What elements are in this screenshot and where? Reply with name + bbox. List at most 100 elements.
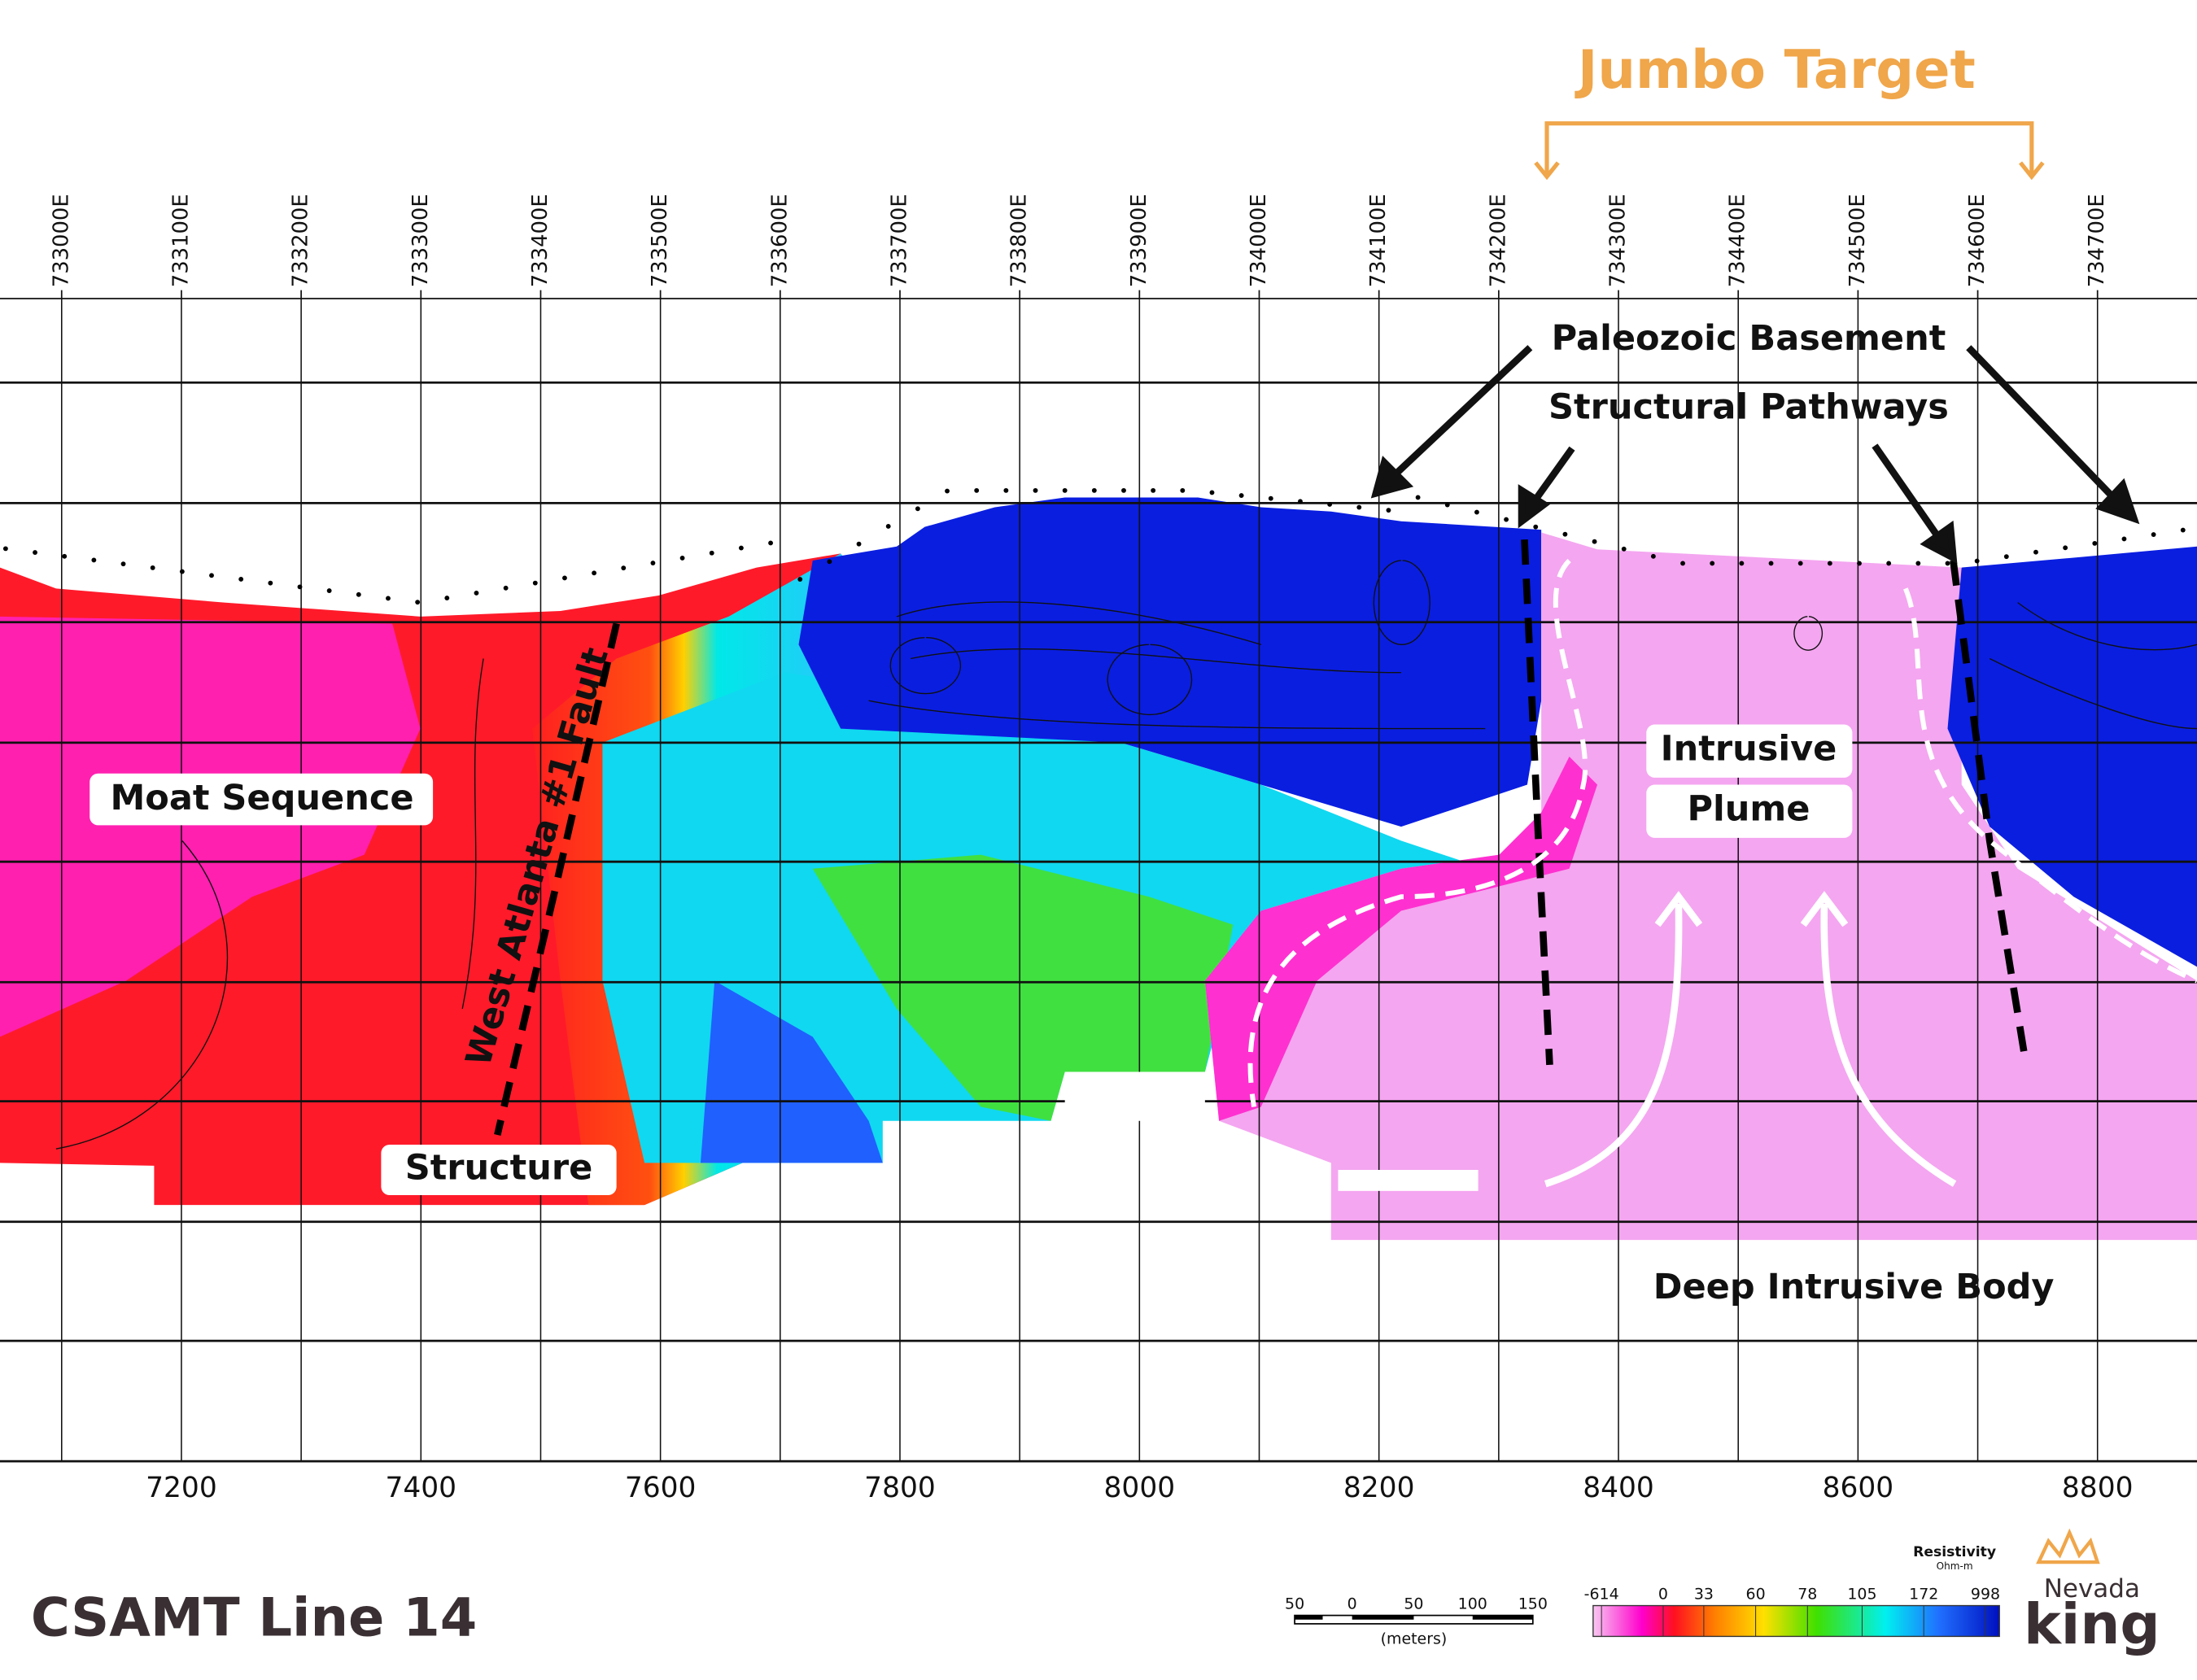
surface-dot [885,524,891,529]
surface-dot [2092,540,2098,546]
legend-tick-label: 60 [1746,1585,1766,1603]
boundary [1903,587,2197,984]
easting-label: 733500E [648,194,672,287]
surface-dot [1739,561,1745,566]
surface-dot [1062,487,1068,493]
distance-label: 7400 [385,1472,456,1504]
surface-dot [1238,493,1244,499]
surface-dot [179,569,185,574]
scale-bar: (meters) 50 0 50 100 150 [1285,1595,1548,1647]
distance-label: 8600 [1823,1472,1894,1504]
distance-label: 7200 [146,1472,217,1504]
surface-dot [2033,549,2038,555]
surface-dot [2063,545,2068,551]
surface-dot [1621,546,1627,552]
surface-dot [915,506,920,512]
easting-label: 733200E [289,194,313,287]
moat-magenta [0,616,421,1037]
legend-tick-label: 105 [1847,1585,1876,1603]
easting-label: 733600E [767,194,792,287]
surface-dot [827,559,832,565]
label-box [1646,784,1853,838]
label-box [381,1145,617,1196]
surface-dot [1504,517,1509,522]
easting-label: 733900E [1127,194,1151,287]
target-title: Jumbo Target [1575,39,1976,101]
scale-unit: (meters) [1381,1630,1448,1647]
contour [55,560,2197,1150]
label-box [90,773,434,826]
surface-dot [1268,495,1273,501]
annotation: Structural Pathways [1548,387,1949,428]
surface-dot [945,488,950,494]
surface-dot [356,591,361,597]
boundaries [1247,558,2197,1108]
surface-dot [1680,561,1685,566]
surface-dot [1415,495,1421,500]
pointer-head [1370,456,1414,499]
surface-dot [474,590,479,596]
surface-dot [1091,487,1097,493]
surface-dot [1886,561,1892,566]
deep-blue [700,980,883,1163]
fault-line [1950,560,2030,1066]
blank [1338,1170,1478,1191]
pointer [1872,443,1948,549]
surface-dot [738,545,744,551]
surface-dot [797,577,803,582]
surface-dot [209,573,214,578]
scale-bar-fill [1472,1615,1533,1620]
surface-dot [33,550,37,555]
scale-label: 150 [1518,1595,1548,1612]
annotation: Paleozoic Basement [1552,318,1946,359]
surface-dot [1533,524,1539,530]
legend-unit: Ohm-m [1937,1560,1973,1572]
surface-dot [1974,558,1980,564]
legend-tick-label: 78 [1797,1585,1817,1603]
surface-dot [2121,536,2127,542]
surface-dot [1915,561,1921,566]
surface-dot [297,584,303,590]
label-box [1646,724,1853,778]
blank [1064,1071,1205,1121]
easting-label: 734300E [1606,194,1631,287]
surface-dot [1592,539,1597,544]
line-title: CSAMT Line 14 [31,1587,477,1649]
easting-label: 734500E [1845,194,1870,287]
surface-dot [2151,532,2156,537]
right-magenta-rim [1204,757,1598,1121]
logo-top: Nevada [2044,1574,2140,1604]
pointer-arrows [1370,345,2140,565]
surface-dot [120,561,126,567]
scale-bar-fill [1352,1615,1414,1620]
surface-dot [2,546,8,552]
pointer [1384,345,1533,485]
surface-dot [415,600,421,605]
resistivity-section [0,497,2197,1241]
surface-dot [386,596,391,601]
pointer [1966,345,2125,510]
easting-label: 734400E [1726,194,1750,287]
surface-dot [532,580,538,586]
surface-dot [2180,527,2186,533]
easting-label: 734700E [2085,194,2109,287]
easting-label: 733000E [49,194,73,287]
bracket [1544,121,2034,176]
surface-dot [268,580,273,586]
color-bar [1592,1604,2000,1638]
surface-dot [238,577,244,582]
surface-dot [856,541,862,547]
easting-label: 733700E [887,194,911,287]
fault-line [1521,539,1553,1066]
surface-dot [1710,561,1715,566]
pointer-head [1920,520,1958,565]
legend-tick-label: 172 [1909,1585,1938,1603]
distance-label: 8400 [1583,1472,1654,1504]
grid [0,290,2197,1463]
easting-label: 734000E [1247,194,1271,287]
distance-label: 8200 [1343,1472,1415,1504]
annotation: Deep Intrusive Body [1653,1267,2055,1307]
surface-dot [1768,561,1774,566]
surface-dot [650,561,656,565]
surface-dot [1827,561,1832,566]
